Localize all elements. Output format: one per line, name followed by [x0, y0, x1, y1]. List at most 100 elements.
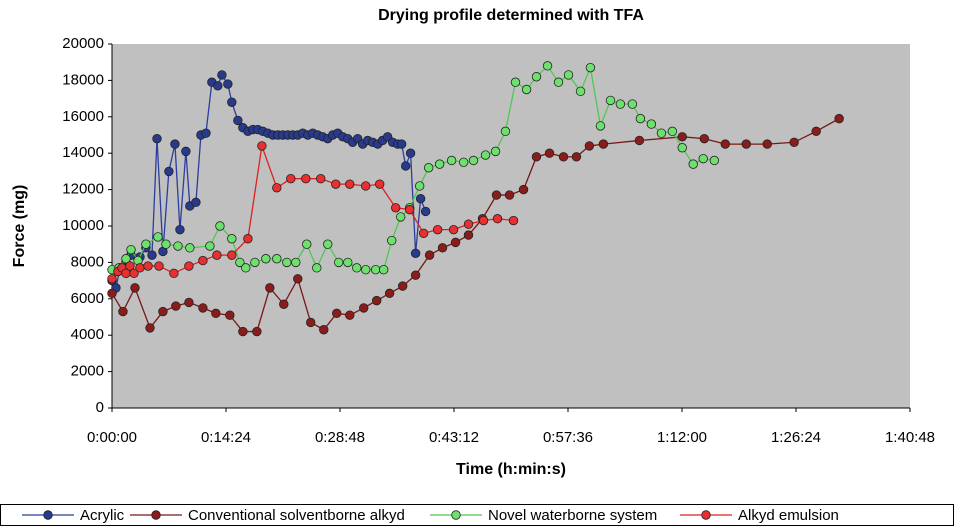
y-tick-label: 4000	[71, 326, 104, 343]
x-tick-label: 0:57:36	[543, 429, 593, 446]
data-point	[518, 184, 529, 195]
data-point	[282, 257, 292, 268]
data-point	[432, 224, 443, 235]
data-point	[384, 288, 395, 299]
data-point	[531, 72, 542, 82]
data-point	[396, 139, 407, 149]
data-point	[135, 263, 145, 273]
data-point	[741, 139, 751, 149]
data-point	[605, 95, 616, 106]
x-tick-label: 1:40:48	[885, 429, 935, 446]
data-point	[238, 326, 248, 337]
data-point	[235, 257, 245, 268]
x-tick-label: 0:28:48	[315, 429, 365, 446]
data-point	[272, 254, 282, 264]
data-point	[306, 317, 316, 328]
data-point	[375, 179, 385, 189]
data-point	[811, 126, 821, 137]
data-point	[272, 183, 282, 193]
data-point	[544, 148, 555, 158]
data-point	[169, 268, 179, 279]
data-point	[225, 310, 235, 320]
data-point	[227, 250, 237, 260]
data-point	[371, 295, 382, 306]
data-point	[352, 263, 362, 273]
legend-label: Novel waterborne system	[488, 507, 657, 524]
y-tick-label: 20000	[62, 35, 104, 52]
data-point	[595, 121, 606, 131]
data-point	[468, 155, 479, 166]
legend-marker	[43, 510, 53, 520]
data-point	[286, 173, 296, 184]
data-point	[410, 270, 421, 280]
data-point	[331, 179, 341, 189]
y-tick-label: 2000	[71, 363, 104, 380]
data-point	[490, 146, 501, 157]
data-point	[125, 261, 135, 271]
data-point	[154, 261, 164, 271]
data-point	[508, 215, 519, 226]
data-point	[205, 241, 215, 251]
data-point	[491, 190, 502, 200]
data-point	[627, 99, 638, 109]
data-point	[332, 308, 342, 319]
y-tick-label: 8000	[71, 253, 104, 270]
data-point	[233, 115, 243, 126]
data-point	[563, 70, 574, 80]
data-point	[415, 193, 426, 204]
data-point	[118, 306, 128, 317]
data-point	[789, 137, 799, 147]
data-point	[390, 203, 401, 213]
y-axis-label: Force (mg)	[11, 185, 28, 268]
data-point	[361, 181, 371, 191]
data-point	[121, 254, 131, 264]
y-tick-label: 16000	[62, 108, 104, 125]
data-point	[575, 86, 586, 97]
chart-title: Drying profile determined with TFA	[378, 7, 644, 24]
data-point	[446, 155, 457, 166]
data-point	[257, 141, 267, 151]
data-point	[141, 239, 151, 249]
data-point	[397, 281, 408, 291]
data-point	[152, 133, 162, 144]
data-point	[198, 255, 208, 266]
data-point	[217, 70, 227, 80]
data-point	[558, 152, 569, 162]
data-point	[709, 155, 720, 166]
data-point	[252, 326, 262, 337]
data-point	[302, 239, 312, 249]
data-point	[153, 232, 163, 242]
data-point	[291, 257, 301, 268]
data-point	[333, 257, 344, 268]
data-point	[301, 173, 311, 184]
data-point	[143, 261, 153, 271]
data-point	[158, 306, 168, 317]
data-point	[191, 197, 201, 208]
data-point	[198, 303, 208, 313]
data-point	[395, 212, 406, 222]
data-point	[598, 139, 609, 149]
y-tick-label: 18000	[62, 71, 104, 88]
data-point	[762, 139, 772, 149]
data-point	[634, 135, 645, 146]
data-point	[542, 61, 553, 71]
data-point	[147, 250, 157, 260]
x-tick-label: 0:43:12	[429, 429, 479, 446]
data-point	[293, 274, 303, 284]
data-point	[463, 230, 474, 240]
data-point	[458, 157, 469, 168]
data-point	[213, 81, 223, 91]
data-point	[211, 308, 221, 319]
data-point	[510, 77, 521, 87]
data-point	[405, 148, 416, 158]
data-point	[107, 274, 117, 284]
legend-marker	[151, 510, 161, 520]
data-point	[448, 224, 459, 235]
data-point	[175, 224, 185, 235]
data-point	[164, 166, 174, 177]
data-point	[107, 288, 117, 299]
data-point	[646, 119, 657, 129]
legend-label: Alkyd emulsion	[738, 507, 839, 524]
legend-marker	[701, 510, 711, 520]
data-point	[478, 215, 489, 226]
